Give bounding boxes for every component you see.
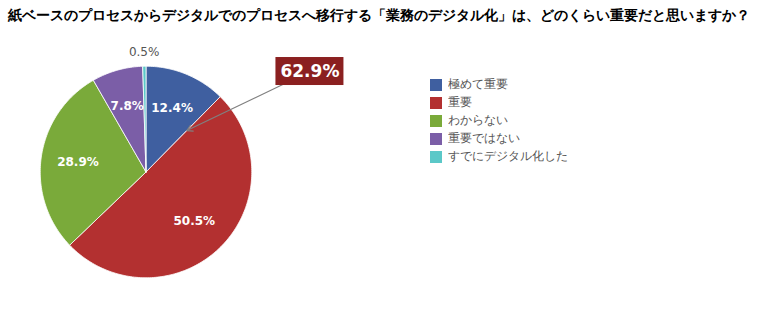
svg-text:7.8%: 7.8% <box>111 99 144 113</box>
svg-text:12.4%: 12.4% <box>151 101 193 115</box>
html-text:わからない: わからない <box>448 113 508 128</box>
html-text:紙ベースのプロセスからデジタルでのプロセスへ移行する「業務の: 紙ベースのプロセスからデジタルでのプロセスへ移行する「業務のデジタル化」は、どの… <box>8 7 750 23</box>
svg-text:28.9%: 28.9% <box>57 155 99 169</box>
svg-text:50.5%: 50.5% <box>173 214 215 228</box>
html-text:重要: 重要 <box>448 95 472 110</box>
html-text:極めて重要: 極めて重要 <box>448 77 508 92</box>
html-text:重要ではない: 重要ではない <box>448 131 520 146</box>
html-text:すでにデジタル化した: すでにデジタル化した <box>448 149 568 164</box>
svg-text:62.9%: 62.9% <box>280 61 339 81</box>
svg-text:0.5%: 0.5% <box>129 45 160 59</box>
